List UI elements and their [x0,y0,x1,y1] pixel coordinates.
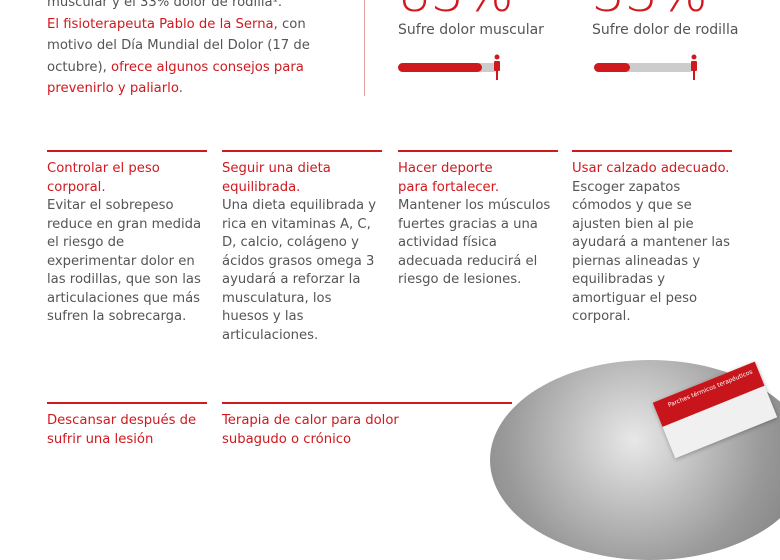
tip-title: Terapia de calor para dolor subagudo o c… [222,413,399,447]
tip-body: Evitar el sobrepeso reduce en gran medid… [47,198,202,324]
intro-highlight: El fisioterapeuta Pablo de la Serna [47,16,274,32]
tip: Terapia de calor para dolor subagudo o c… [222,402,512,449]
person-icon [691,54,697,80]
intro-highlight-2: ofrece algunos consejos para prevenirlo … [47,59,304,97]
tip: Seguir una dieta equilibrada. Una dieta e… [222,150,382,345]
tip-title: Controlar el peso corporal. [47,161,160,195]
intro-line: muscular y el 33% dolor de rodilla¹. [47,0,283,10]
divider [364,0,365,96]
stat-bar-fill [398,63,482,72]
stat-label: Sufre dolor de rodilla [592,22,739,38]
tip-title: Seguir una dieta equilibrada. [222,161,331,195]
tip-title: Usar calzado adecuado. [572,161,730,176]
stat-bar [594,63,694,72]
stat-value: 83% [398,0,514,24]
tip: Controlar el peso corporal. Evitar el sob… [47,150,207,327]
intro-text: muscular y el 33% dolor de rodilla¹. El … [47,0,317,100]
tip: Descansar después de sufrir una lesión [47,402,207,449]
stat-value: 33% [592,0,708,24]
tip-title: Descansar después de sufrir una lesión [47,413,197,447]
tip: Usar calzado adecuado. Escoger zapatos có… [572,150,732,327]
intro-text-2: . [178,81,183,96]
tip-title: Hacer deporte para fortalecer. [398,161,500,195]
stat-bar-fill [594,63,631,72]
tip-body: Mantener los músculos fuertes gracias a … [398,198,551,287]
tip-body: Escoger zapatos cómodos y que se ajusten… [572,179,730,325]
stat-label: Sufre dolor muscular [398,22,544,38]
tip: Hacer deporte para fortalecer. Mantener l… [398,150,558,290]
tip-body: Una dieta equilibrada y rica en vitamina… [222,198,377,343]
person-icon [494,54,500,80]
intro-text-1: , con motivo del Día Mundial del Dolor (… [47,16,310,75]
stat-bar [398,63,498,72]
